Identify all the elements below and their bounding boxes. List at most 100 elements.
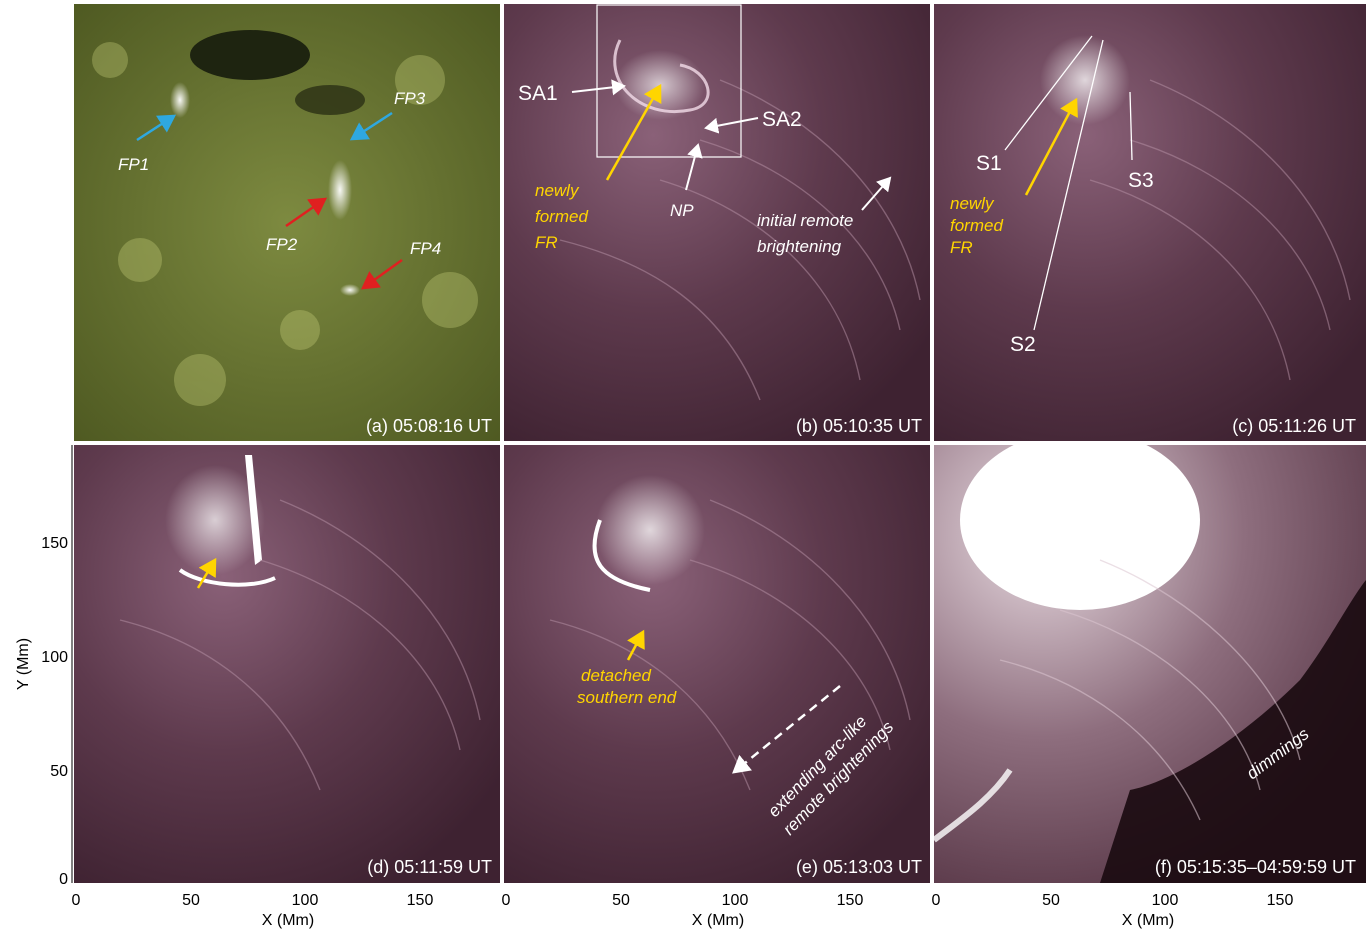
- label-sa2: SA2: [762, 108, 802, 131]
- panel-e-image: [504, 445, 930, 883]
- zoom-box: [596, 4, 742, 158]
- x-tick-50: 50: [182, 892, 200, 909]
- dark-region: [295, 85, 365, 115]
- panel-c: S1 S2 S3 newly formed FR (c) 05:11:26 UT: [934, 4, 1366, 441]
- panel-d-image: [74, 445, 500, 883]
- arrow-fr: [196, 557, 217, 589]
- loop-arc: [613, 39, 710, 113]
- label-fp2: FP2: [266, 235, 298, 254]
- label-initial-remote: initial remote: [757, 211, 853, 230]
- saturated-region: [960, 445, 1200, 610]
- label-detached: detached: [581, 666, 651, 685]
- bright-rim: [934, 768, 1013, 843]
- panel-a: FP1 FP3 FP2 FP4 (a) 05:08:16 UT: [74, 4, 500, 441]
- label-fr: FR: [950, 238, 973, 257]
- x-tick-150: 150: [407, 892, 434, 909]
- panel-c-image: [934, 4, 1366, 441]
- panel-d-title: (d) 05:11:59 UT: [367, 857, 492, 877]
- arrow-sa1: [571, 79, 626, 96]
- label-s2: S2: [1010, 333, 1036, 356]
- arrow-newly-formed-fr: [1024, 97, 1078, 196]
- arrow-fp2: [285, 197, 328, 228]
- panel-d: (d) 05:11:59 UT: [74, 445, 500, 883]
- label-np: NP: [670, 201, 694, 220]
- x-tick-50: 50: [612, 892, 630, 909]
- panel-b: SA1 SA2 NP newly formed FR initial remot…: [504, 4, 930, 441]
- panel-f: dimmings (f) 05:15:35–04:59:59 UT: [934, 445, 1366, 883]
- x-tick-0: 0: [502, 892, 511, 909]
- label-fp4: FP4: [410, 239, 441, 258]
- arrow-fp3: [349, 111, 393, 141]
- y-tick-50: 50: [50, 763, 68, 780]
- x-tick-50: 50: [1042, 892, 1060, 909]
- label-s3: S3: [1128, 169, 1154, 192]
- panel-a-title: (a) 05:08:16 UT: [366, 416, 492, 436]
- panel-f-title: (f) 05:15:35–04:59:59 UT: [1155, 857, 1356, 877]
- x-tick-0: 0: [932, 892, 941, 909]
- panel-c-title: (c) 05:11:26 UT: [1232, 416, 1356, 436]
- dark-region: [190, 30, 310, 80]
- bright-loop: [165, 465, 265, 575]
- bright-loop: [1040, 35, 1130, 125]
- x-tick-150: 150: [837, 892, 864, 909]
- bright-patch: [170, 82, 190, 118]
- label-newly: newly: [950, 194, 995, 213]
- arrow-newly-formed-fr: [605, 83, 662, 181]
- x-axis-label: X (Mm): [1122, 912, 1174, 929]
- y-axis-label: Y (Mm): [15, 638, 32, 690]
- panel-b-title: (b) 05:10:35 UT: [796, 416, 922, 436]
- coronal-loops: [1089, 79, 1351, 381]
- bright-patch: [340, 284, 360, 296]
- y-axis: 150 100 50 0 Y (Mm): [15, 445, 73, 888]
- y-tick-0: 0: [59, 871, 68, 888]
- x-tick-100: 100: [722, 892, 749, 909]
- x-axis-label: X (Mm): [262, 912, 314, 929]
- arrow-np: [685, 143, 703, 191]
- label-newly: newly: [535, 181, 580, 200]
- label-sa1: SA1: [518, 82, 558, 105]
- arrow-remote-brightening: [861, 176, 892, 211]
- x-tick-100: 100: [1152, 892, 1179, 909]
- coronal-loops: [559, 79, 921, 401]
- flare-ribbon: [178, 568, 276, 587]
- network-texture: [92, 42, 478, 406]
- x-tick-100: 100: [292, 892, 319, 909]
- panel-e: detached southern end extending arc-like…: [504, 445, 930, 883]
- x-tick-150: 150: [1267, 892, 1294, 909]
- slit-s2: [1033, 39, 1104, 331]
- bright-loop: [595, 475, 705, 585]
- y-tick-150: 150: [41, 535, 68, 552]
- label-formed: formed: [535, 207, 588, 226]
- label-brightening: brightening: [757, 237, 842, 256]
- x-axis-f: 0 50 100 150 X (Mm): [932, 892, 1294, 929]
- flare-ribbon: [592, 519, 651, 592]
- x-tick-0: 0: [72, 892, 81, 909]
- saturation-streak: [245, 455, 262, 565]
- dimming-region: [1100, 580, 1366, 883]
- label-formed: formed: [950, 216, 1003, 235]
- label-fp3: FP3: [394, 89, 426, 108]
- arrow-fp1: [136, 114, 177, 142]
- label-s1: S1: [976, 152, 1002, 175]
- panel-a-image: [74, 4, 500, 441]
- arrow-sa2: [704, 117, 759, 134]
- slit-s1: [1004, 35, 1093, 151]
- bright-patch: [328, 160, 352, 220]
- arrow-extending: [732, 685, 841, 774]
- y-tick-100: 100: [41, 649, 68, 666]
- panel-e-title: (e) 05:13:03 UT: [796, 857, 922, 877]
- x-axis-e: 0 50 100 150 X (Mm): [502, 892, 864, 929]
- coronal-loops: [549, 499, 911, 791]
- label-fp1: FP1: [118, 155, 149, 174]
- coronal-loops: [999, 559, 1301, 821]
- x-axis-d: 0 50 100 150 X (Mm): [72, 892, 434, 929]
- x-axis-label: X (Mm): [692, 912, 744, 929]
- arrow-detached-end: [626, 629, 645, 661]
- panel-b-image: [504, 4, 930, 441]
- label-southern-end: southern end: [577, 688, 677, 707]
- label-fr: FR: [535, 233, 558, 252]
- arrow-fp4: [360, 258, 403, 290]
- slit-s3: [1129, 91, 1133, 161]
- coronal-loops: [119, 499, 481, 791]
